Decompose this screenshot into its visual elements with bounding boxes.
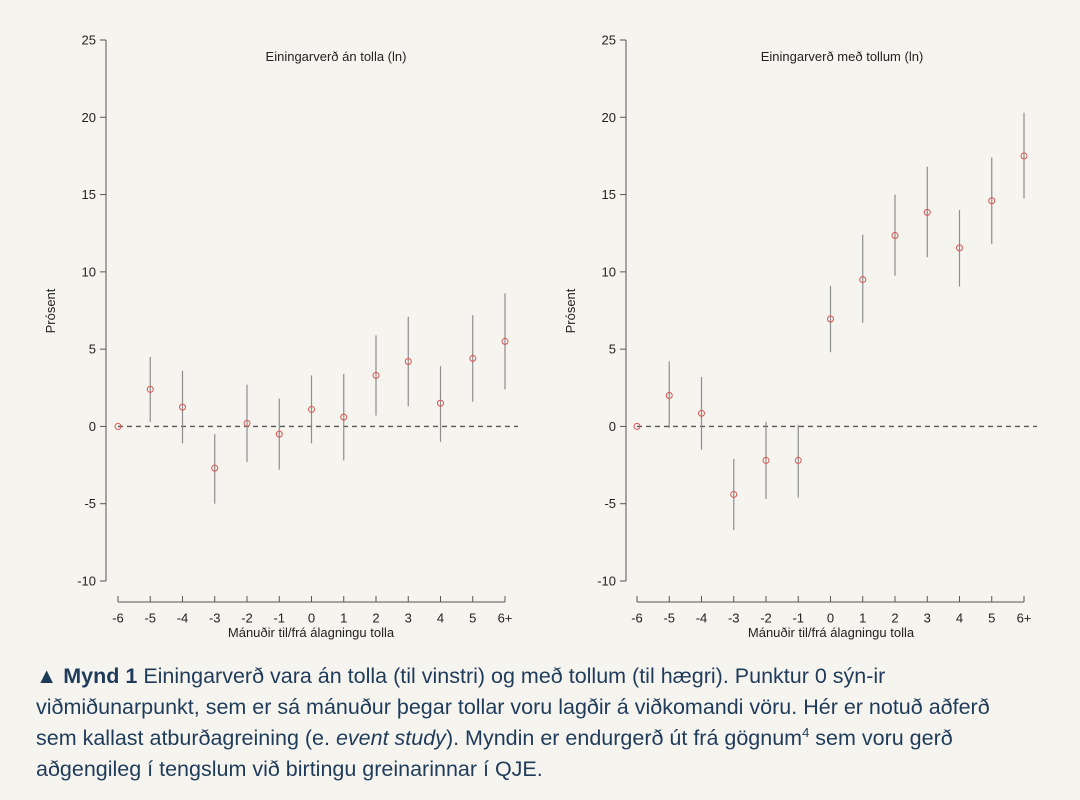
data-point — [698, 409, 705, 417]
x-tick-label: 4 — [437, 611, 444, 626]
data-point — [891, 232, 899, 240]
y-tick-label: 25 — [602, 33, 616, 48]
data-point — [956, 244, 963, 252]
data-point — [794, 456, 802, 464]
x-tick-label: 2 — [891, 611, 898, 626]
data-point — [469, 354, 477, 362]
x-tick-label: -3 — [728, 611, 740, 626]
data-point — [243, 419, 251, 427]
data-point — [372, 371, 380, 379]
x-tick-label: 0 — [308, 611, 315, 626]
data-point — [988, 197, 996, 205]
x-tick-label: 6+ — [1017, 611, 1032, 626]
x-tick-label: -3 — [209, 611, 221, 626]
data-point — [501, 337, 509, 345]
data-point — [340, 413, 348, 421]
y-tick-label: 20 — [82, 110, 96, 125]
x-tick-label: -5 — [663, 611, 675, 626]
caption-lead: Mynd 1 — [63, 664, 138, 688]
data-point — [437, 399, 444, 407]
data-point — [827, 315, 834, 323]
x-tick-label: 5 — [988, 611, 995, 626]
caption-text-2: ). Myndin er endurgerð út frá gögnum — [445, 726, 803, 750]
x-axis-title: Mánuðir til/frá álagningu tolla — [228, 625, 395, 640]
chart-title: Einingarverð með tollum (ln) — [761, 49, 924, 64]
data-point — [179, 403, 186, 411]
x-tick-label: 1 — [340, 611, 347, 626]
y-tick-label: -5 — [84, 496, 96, 511]
y-tick-label: 5 — [89, 342, 96, 357]
data-point — [146, 385, 154, 393]
data-point — [633, 422, 641, 430]
x-tick-label: -2 — [760, 611, 772, 626]
x-tick-label: 0 — [827, 611, 834, 626]
y-tick-label: 10 — [602, 264, 616, 279]
x-axis-title: Mánuðir til/frá álagningu tolla — [748, 625, 915, 640]
triangle-icon: ▲ — [36, 664, 58, 688]
y-tick-label: -5 — [604, 496, 616, 511]
y-tick-label: 10 — [82, 264, 96, 279]
data-point — [923, 208, 931, 216]
y-tick-label: -10 — [77, 574, 96, 589]
data-point — [762, 456, 770, 464]
footnote-ref: 4 — [802, 724, 810, 740]
y-tick-label: 25 — [82, 33, 96, 48]
data-point — [211, 464, 219, 472]
y-tick-label: -10 — [597, 574, 616, 589]
y-axis-title: Prósent — [43, 288, 58, 333]
x-tick-label: 2 — [372, 611, 379, 626]
data-point — [308, 405, 315, 413]
x-tick-label: 1 — [859, 611, 866, 626]
chart-title: Einingarverð án tolla (ln) — [266, 49, 407, 64]
data-point — [730, 490, 738, 498]
x-tick-label: -1 — [792, 611, 804, 626]
x-tick-label: 3 — [405, 611, 412, 626]
x-tick-label: -2 — [241, 611, 253, 626]
x-tick-label: 4 — [956, 611, 963, 626]
data-point — [404, 358, 412, 366]
figure-caption: ▲ Mynd 1 Einingarverð vara án tolla (til… — [36, 661, 1036, 785]
caption-italic: event study — [335, 726, 446, 750]
x-tick-label: -5 — [144, 611, 156, 626]
caption-text-3: sem voru gerð aðgengileg í tengslum við … — [36, 726, 953, 781]
x-tick-label: -1 — [273, 611, 285, 626]
data-point — [114, 422, 122, 430]
x-tick-label: -6 — [631, 611, 643, 626]
x-tick-label: -6 — [112, 611, 124, 626]
y-tick-label: 5 — [609, 342, 616, 357]
x-tick-label: 3 — [924, 611, 931, 626]
data-point — [275, 430, 283, 438]
y-axis-title: Prósent — [563, 288, 578, 333]
y-tick-label: 15 — [602, 187, 616, 202]
x-tick-label: -4 — [696, 611, 708, 626]
x-tick-label: -4 — [177, 611, 189, 626]
y-tick-label: 0 — [609, 419, 616, 434]
data-point — [665, 392, 673, 400]
data-point — [1020, 152, 1028, 160]
caption-text-1: Einingarverð vara án tolla (til vinstri)… — [36, 664, 990, 750]
data-point — [859, 276, 867, 284]
x-tick-label: 5 — [469, 611, 476, 626]
y-tick-label: 0 — [89, 419, 96, 434]
y-tick-label: 15 — [82, 187, 96, 202]
x-tick-label: 6+ — [498, 611, 513, 626]
y-tick-label: 20 — [602, 110, 616, 125]
